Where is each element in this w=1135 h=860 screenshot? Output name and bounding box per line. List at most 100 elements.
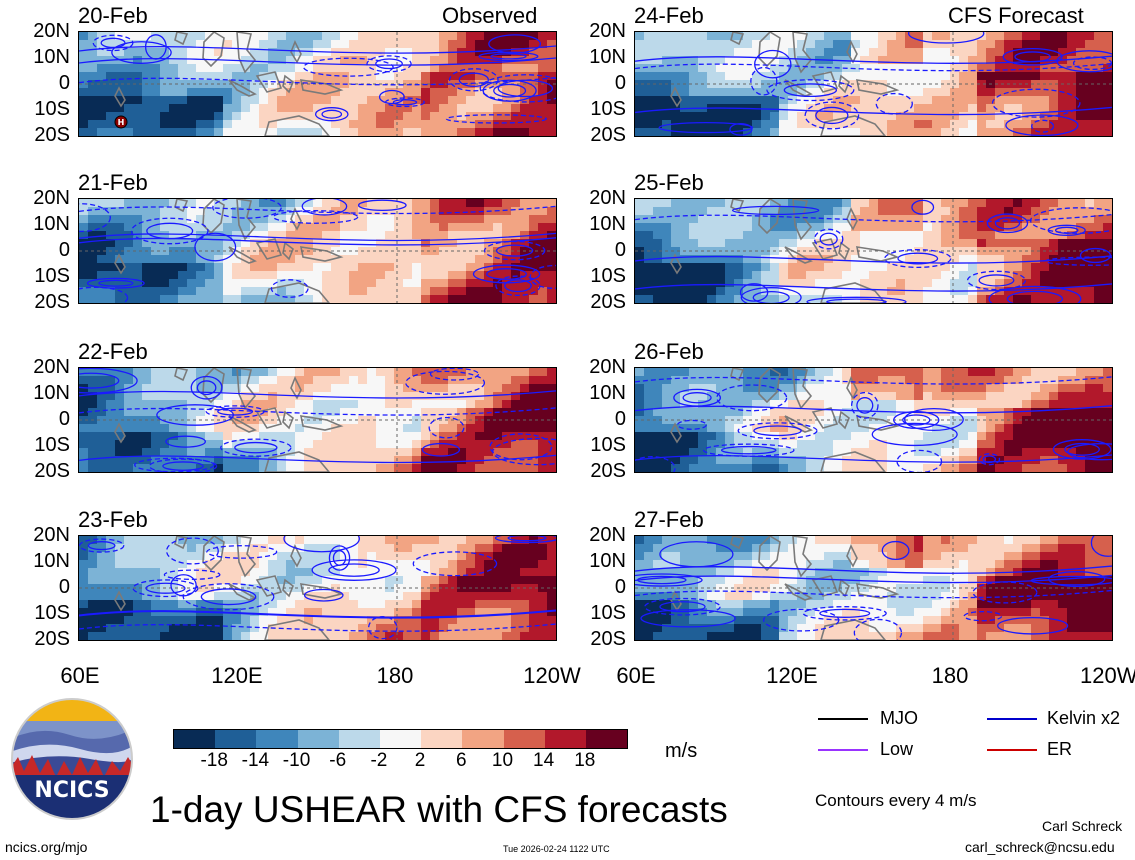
- lat-label: 10S: [590, 602, 626, 624]
- colorbar-tick-label: 14: [533, 750, 555, 771]
- shear-field: [635, 199, 1112, 303]
- colorbar-tick-label: 10: [491, 750, 514, 771]
- colorbar-tick-label: -10: [282, 750, 311, 771]
- lat-label: 20N: [589, 20, 626, 42]
- shear-map-23-Feb: [79, 536, 556, 640]
- shear-map-25-Feb: [635, 199, 1112, 303]
- shear-field: [635, 368, 1112, 472]
- colorbar-tick-label: 6: [455, 750, 467, 771]
- colorbar-swatch: [338, 730, 380, 748]
- forecast-header: CFS Forecast: [948, 3, 1084, 28]
- lon-label-120w-left: 120W: [523, 663, 581, 688]
- colorbar-swatch: [421, 730, 463, 748]
- shear-field: [635, 32, 1112, 136]
- colorbar-swatch: [462, 730, 504, 748]
- panel-date-label: 21-Feb: [78, 170, 148, 195]
- legend-label-kelvin: Kelvin x2: [1047, 708, 1121, 728]
- shear-map-21-Feb: [79, 199, 556, 303]
- colorbar-swatch: [256, 730, 298, 748]
- lat-label: 10N: [33, 382, 70, 404]
- colorbar: [173, 729, 628, 749]
- lat-label: 20S: [590, 124, 626, 146]
- panel-date-label: 20-Feb: [78, 3, 148, 28]
- kelvin-contours: [79, 34, 556, 124]
- contour-note: Contours every 4 m/s: [815, 791, 977, 810]
- lat-label: 0: [58, 72, 70, 94]
- panel-date-label: 25-Feb: [634, 170, 704, 195]
- legend-label-er: ER: [1047, 739, 1073, 759]
- colorbar-tick-label: -6: [329, 750, 347, 771]
- author-email[interactable]: carl_schreck@ncsu.edu: [965, 839, 1115, 855]
- lat-label: 20N: [33, 187, 70, 209]
- lat-label: 10N: [33, 46, 70, 68]
- shear-map-22-Feb: [79, 368, 556, 472]
- kelvin-contours: [79, 199, 556, 303]
- lat-label: 0: [58, 576, 70, 598]
- coastlines: [114, 536, 344, 640]
- coastlines: [670, 368, 900, 472]
- lat-label: 20N: [33, 356, 70, 378]
- lat-label: 10S: [34, 434, 70, 456]
- lat-label: 0: [614, 239, 626, 261]
- map-panel-27-Feb: [634, 535, 1113, 641]
- map-panel-20-Feb: H: [78, 31, 557, 137]
- observed-header: Observed: [442, 3, 538, 28]
- lon-label-120e-right: 120E: [766, 663, 818, 688]
- lat-label: 20S: [34, 124, 70, 146]
- lat-label: 10N: [33, 213, 70, 235]
- author-name: Carl Schreck: [1042, 818, 1123, 834]
- map-panel-24-Feb: [634, 31, 1113, 137]
- figure-title: 1-day USHEAR with CFS forecasts: [150, 789, 728, 830]
- lat-label: 10S: [590, 98, 626, 120]
- kelvin-contours: [635, 536, 1112, 640]
- legend-line-low: [818, 749, 868, 751]
- panel-date-label: 26-Feb: [634, 339, 704, 364]
- tropical-cyclone-marker: [114, 115, 128, 129]
- website-link[interactable]: ncics.org/mjo: [5, 839, 88, 855]
- coastlines: [114, 32, 344, 136]
- map-panel-26-Feb: [634, 367, 1113, 473]
- panel-date-label: 23-Feb: [78, 507, 148, 532]
- lat-label: 0: [614, 408, 626, 430]
- units-label: m/s: [665, 740, 698, 762]
- lat-label: 20S: [34, 628, 70, 650]
- map-panel-23-Feb: [78, 535, 557, 641]
- lat-label: 20S: [590, 291, 626, 313]
- shear-map-24-Feb: [635, 32, 1112, 136]
- lat-label: 0: [614, 576, 626, 598]
- lon-label-60e-left: 60E: [60, 663, 100, 688]
- colorbar-tick-label: -2: [370, 750, 388, 771]
- lon-label-60e-right: 60E: [616, 663, 656, 688]
- ncics-logo: NCICS: [11, 698, 133, 820]
- lat-label: 10N: [33, 550, 70, 572]
- colorbar-tick-label: 2: [414, 750, 426, 771]
- lat-label: 20S: [590, 628, 626, 650]
- colorbar-swatch: [503, 730, 545, 748]
- legend-line-er: [987, 749, 1037, 751]
- legend-line-kelvin: [987, 718, 1037, 720]
- lat-label: 10S: [590, 434, 626, 456]
- panel-date-label: 22-Feb: [78, 339, 148, 364]
- lat-label: 20N: [589, 187, 626, 209]
- shear-map-20-Feb: H: [79, 32, 556, 136]
- ncics-logo-text: NCICS: [34, 778, 109, 803]
- map-panel-25-Feb: [634, 198, 1113, 304]
- timestamp: Tue 2026-02-24 1122 UTC: [503, 844, 610, 854]
- lon-label-180-right: 180: [931, 663, 969, 688]
- lon-label-120w-right-clip: 120W: [1070, 660, 1135, 690]
- lat-label: 20N: [33, 20, 70, 42]
- coastlines: [670, 199, 900, 303]
- lat-label: 0: [614, 72, 626, 94]
- colorbar-swatch: [297, 730, 339, 748]
- panel-date-label: 27-Feb: [634, 507, 704, 532]
- map-panel-22-Feb: [78, 367, 557, 473]
- colorbar-swatch: [544, 730, 586, 748]
- lat-label: 20S: [590, 460, 626, 482]
- lat-label: 20N: [33, 524, 70, 546]
- panel-date-label: 24-Feb: [634, 3, 704, 28]
- lon-label-180-left: 180: [376, 663, 414, 688]
- legend-label-low: Low: [880, 739, 914, 759]
- tropical-cyclone-label: H: [118, 118, 125, 127]
- lat-label: 0: [58, 408, 70, 430]
- kelvin-contours: [79, 536, 556, 640]
